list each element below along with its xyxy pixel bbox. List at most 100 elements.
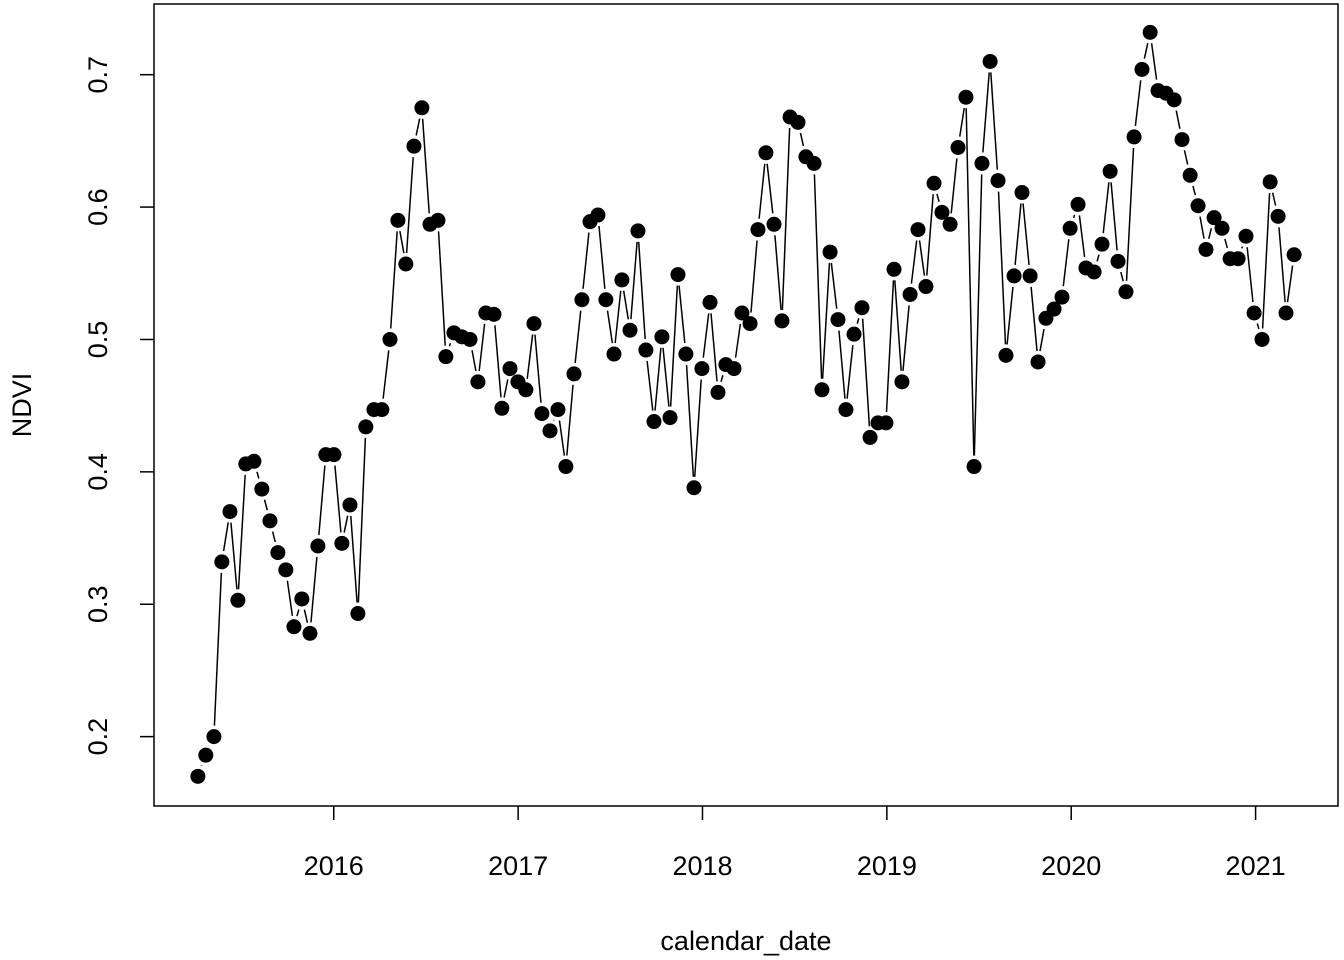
point [1070, 196, 1086, 212]
point [606, 346, 622, 362]
point [758, 145, 774, 161]
point [878, 415, 894, 431]
line-segment [1261, 192, 1271, 329]
point [526, 316, 542, 332]
point [470, 374, 486, 390]
line-segment [256, 471, 260, 479]
line-segment [861, 318, 871, 427]
point [1198, 241, 1214, 257]
point [790, 114, 806, 130]
line-segment [1278, 227, 1286, 303]
line-segment [958, 107, 965, 137]
point [494, 400, 510, 416]
line-segment [405, 157, 414, 254]
line-segment [350, 515, 358, 603]
line-segment [997, 191, 1007, 345]
line-segment [646, 360, 654, 411]
line-segment [448, 343, 452, 347]
line-segment [622, 290, 630, 320]
point [1230, 251, 1246, 267]
point [406, 138, 422, 154]
line-segment [926, 194, 934, 276]
point [918, 279, 934, 295]
point [886, 261, 902, 277]
point [686, 480, 702, 496]
line-segment [1125, 147, 1135, 281]
point [550, 402, 566, 418]
line-segment [669, 285, 679, 407]
line-segment [662, 347, 670, 407]
x-tick-label: 2020 [1041, 851, 1101, 881]
point [622, 322, 638, 338]
point [838, 402, 854, 418]
point [1254, 331, 1270, 347]
line-segment [973, 174, 983, 456]
point [1134, 61, 1150, 77]
point [518, 382, 534, 398]
point [742, 316, 758, 332]
line-segment [534, 334, 542, 403]
line-segment [415, 118, 421, 136]
x-tick-label: 2021 [1226, 851, 1286, 881]
y-tick-label: 0.7 [83, 56, 113, 94]
line-segment [382, 350, 390, 399]
x-tick-label: 2018 [672, 851, 732, 881]
point [1110, 253, 1126, 269]
line-segment [271, 531, 276, 543]
point [350, 606, 366, 622]
line-segment [1039, 328, 1045, 352]
y-tick-label: 0.3 [83, 585, 113, 623]
y-axis-label: NDVI [7, 373, 37, 438]
point [902, 286, 918, 302]
line-segment [750, 240, 758, 313]
point [206, 729, 222, 745]
point [1022, 268, 1038, 284]
line-segment [1271, 192, 1277, 206]
point [950, 140, 966, 156]
point [310, 538, 326, 554]
line-segment [582, 232, 590, 289]
point [854, 300, 870, 316]
line-segment [230, 522, 238, 590]
line-segment [494, 325, 502, 398]
line-segment [471, 350, 477, 372]
point [966, 459, 982, 475]
x-tick-label: 2016 [304, 851, 364, 881]
line-segment [1150, 43, 1158, 80]
line-segment [1134, 80, 1142, 127]
point [942, 216, 958, 232]
point [390, 212, 406, 228]
point [1262, 174, 1278, 190]
point [1182, 167, 1198, 183]
line-segment [614, 290, 622, 344]
plot-box [153, 3, 1339, 807]
line-segment [720, 374, 724, 383]
line-segment [1102, 182, 1110, 234]
y-tick-label: 0.2 [83, 718, 113, 756]
point [302, 625, 318, 641]
point [814, 382, 830, 398]
line-segment [990, 72, 999, 170]
line-segment [1183, 150, 1189, 165]
line-segment [558, 420, 566, 456]
line-segment [437, 231, 446, 346]
point [1054, 289, 1070, 305]
line-segment [685, 364, 695, 477]
point [990, 173, 1006, 189]
line-segment [950, 158, 958, 214]
point [998, 347, 1014, 363]
point [726, 361, 742, 377]
line-segment [1246, 247, 1254, 303]
line-segment [296, 609, 300, 617]
line-segment [1096, 254, 1100, 262]
y-tick-label: 0.4 [83, 453, 113, 491]
point [934, 204, 950, 220]
line-segment [885, 280, 895, 412]
point [286, 619, 302, 635]
point [694, 361, 710, 377]
line-segment [838, 330, 846, 399]
point [590, 207, 606, 223]
point [270, 545, 286, 561]
point [230, 592, 246, 608]
line-segment [478, 323, 486, 371]
